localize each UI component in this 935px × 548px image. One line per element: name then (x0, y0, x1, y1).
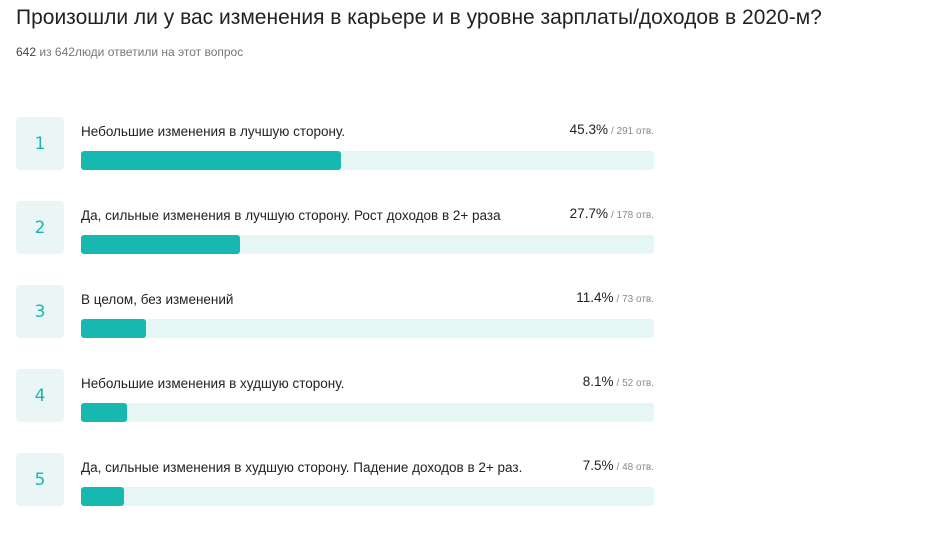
bar (81, 487, 124, 506)
option-label: Да, сильные изменения в худшую сторону. … (81, 460, 523, 475)
option-content: В целом, без изменений 11.4%/ 73 отв. (81, 285, 654, 338)
option-row: 2 Да, сильные изменения в лучшую сторону.… (16, 201, 654, 254)
percent-label: 11.4% (576, 290, 614, 305)
option-header: Небольшие изменения в худшую сторону. 8.1… (81, 371, 654, 395)
votes-label: / 73 отв. (616, 294, 654, 305)
option-result: 45.3%/ 291 отв. (570, 119, 654, 143)
option-result: 8.1%/ 52 отв. (583, 371, 654, 395)
option-header: Да, сильные изменения в лучшую сторону. … (81, 203, 654, 227)
option-content: Небольшие изменения в худшую сторону. 8.1… (81, 369, 654, 422)
option-row: 3 В целом, без изменений 11.4%/ 73 отв. (16, 285, 654, 338)
option-number: 3 (16, 285, 64, 338)
options: 1 Небольшие изменения в лучшую сторону. 45… (16, 117, 654, 537)
option-number: 4 (16, 369, 64, 422)
option-content: Да, сильные изменения в худшую сторону. … (81, 453, 654, 506)
bar-track (81, 487, 654, 506)
percent-label: 45.3% (569, 122, 608, 137)
option-result: 11.4%/ 73 отв. (576, 287, 654, 311)
option-content: Да, сильные изменения в лучшую сторону. … (81, 201, 654, 254)
votes-label: / 48 отв. (616, 462, 654, 473)
option-header: В целом, без изменений 11.4%/ 73 отв. (81, 287, 654, 311)
percent-label: 27.7% (569, 206, 608, 221)
option-result: 27.7%/ 178 отв. (570, 203, 654, 227)
bar (81, 403, 128, 422)
votes-label: / 291 отв. (610, 126, 654, 137)
percent-label: 7.5% (582, 458, 614, 473)
option-label: В целом, без изменений (81, 292, 234, 307)
option-content: Небольшие изменения в лучшую сторону. 45.… (81, 117, 654, 170)
answered-count: 642 (16, 45, 37, 59)
question-title: Произошли ли у вас изменения в карьере и… (16, 6, 822, 29)
option-number: 2 (16, 201, 64, 254)
option-header: Небольшие изменения в лучшую сторону. 45.… (81, 119, 654, 143)
option-header: Да, сильные изменения в худшую сторону. … (81, 455, 654, 479)
bar-track (81, 319, 654, 338)
bar (81, 235, 240, 254)
bar (81, 319, 147, 338)
option-result: 7.5%/ 48 отв. (583, 455, 654, 479)
option-label: Небольшие изменения в худшую сторону. (81, 376, 345, 391)
answer-summary: 642 из 642люди ответили на этот вопрос (16, 45, 243, 59)
option-label: Да, сильные изменения в лучшую сторону. … (81, 208, 501, 223)
option-number: 5 (16, 453, 64, 506)
bar-track (81, 151, 654, 170)
summary-text: из 642люди ответили на этот вопрос (39, 45, 244, 59)
option-row: 4 Небольшие изменения в худшую сторону. 8.… (16, 369, 654, 422)
bar-track (81, 403, 654, 422)
option-number: 1 (16, 117, 64, 170)
option-label: Небольшие изменения в лучшую сторону. (81, 124, 346, 139)
bar-track (81, 235, 654, 254)
votes-label: / 178 отв. (610, 210, 654, 221)
option-row: 1 Небольшие изменения в лучшую сторону. 45… (16, 117, 654, 170)
votes-label: / 52 отв. (616, 378, 654, 389)
bar (81, 151, 341, 170)
option-row: 5 Да, сильные изменения в худшую сторону.… (16, 453, 654, 506)
percent-label: 8.1% (582, 374, 614, 389)
